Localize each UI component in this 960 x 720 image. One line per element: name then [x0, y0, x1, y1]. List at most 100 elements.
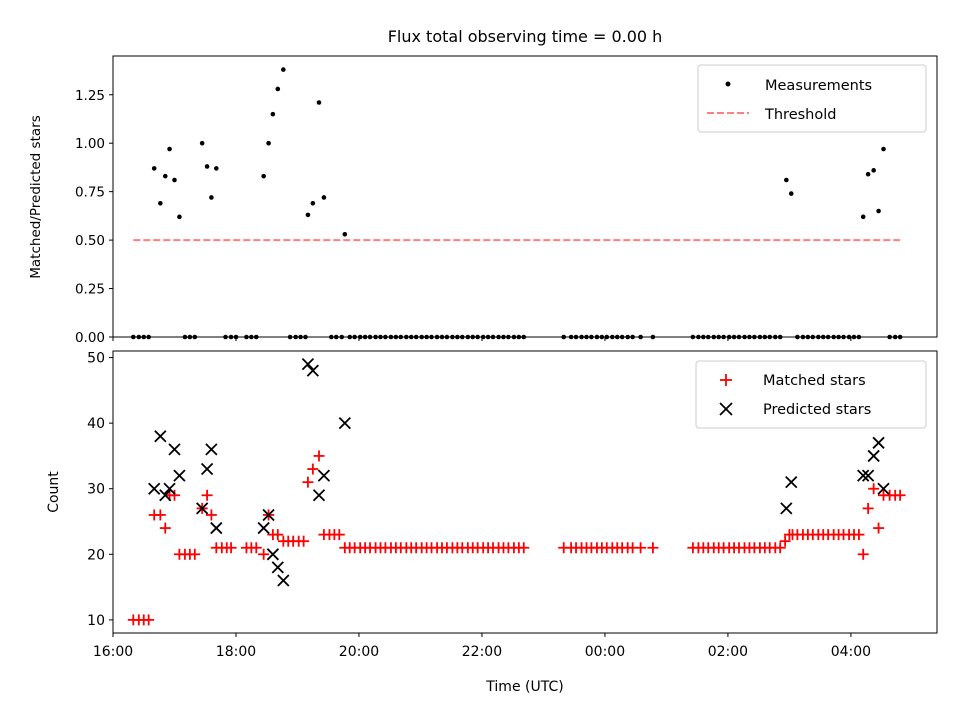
bottom-axes-frame	[112, 350, 938, 634]
matched-star-point	[774, 542, 786, 554]
matched-star-point	[313, 450, 325, 462]
bottom-legend: Matched stars Predicted stars	[695, 360, 927, 429]
legend-measurements-marker	[725, 81, 731, 87]
matched-star-point	[298, 535, 310, 547]
matched-star-point	[857, 548, 869, 560]
matched-star-point	[225, 542, 237, 554]
measurement-point	[214, 166, 219, 171]
matched-star-point	[205, 509, 217, 521]
matched-star-point	[894, 489, 906, 501]
measurement-point	[342, 231, 348, 237]
matched-star-point	[518, 542, 530, 554]
matched-star-point	[159, 522, 171, 534]
predicted-star-point	[780, 502, 793, 515]
measurement-point	[266, 140, 271, 146]
matched-star-point	[647, 542, 659, 554]
predicted-star-point	[312, 489, 326, 502]
measurement-point	[151, 166, 157, 171]
bottom-xtick-label: 18:00	[216, 644, 256, 660]
predicted-star-point	[338, 417, 351, 430]
measurement-point	[876, 208, 881, 214]
matched-star-point	[868, 483, 880, 495]
predicted-star-point	[271, 561, 284, 574]
measurement-point	[871, 168, 876, 173]
bottom-panel: Time (UTC) Count 10 20 30 40 50 16:00 18:00 20…	[46, 350, 938, 695]
top-ytick-label: 0.50	[75, 233, 105, 249]
legend-measurements-label: Measurements	[765, 78, 872, 94]
top-ytick-label: 1.00	[75, 136, 105, 152]
top-legend: Measurements Threshold	[697, 64, 927, 133]
measurement-point	[784, 177, 789, 183]
matched-star-point	[302, 476, 314, 488]
predicted-star-point	[159, 489, 172, 502]
matched-star-point	[201, 489, 213, 501]
top-ylabel: Matched/Predicted stars	[28, 115, 44, 278]
legend-threshold-label: Threshold	[764, 107, 836, 123]
predicted-star-point	[163, 482, 176, 495]
predicted-star-point	[168, 443, 181, 456]
matched-star-point	[272, 529, 284, 541]
measurement-point	[321, 195, 327, 200]
measurement-point	[204, 164, 210, 169]
predicted-star-point	[861, 469, 875, 482]
matched-star-point	[258, 548, 270, 560]
bottom-xtick-label: 20:00	[339, 644, 379, 660]
predicted-star-point	[872, 436, 885, 449]
bottom-xtick-label: 22:00	[462, 644, 502, 660]
measurement-point	[162, 173, 168, 179]
measurement-point	[860, 214, 866, 220]
bottom-ytick-label: 10	[87, 613, 105, 629]
measurement-point	[158, 200, 163, 206]
matched-star-point	[779, 535, 791, 547]
predicted-star-point	[877, 482, 890, 495]
legend-predicted-marker	[719, 402, 733, 416]
predicted-star-point	[277, 574, 290, 587]
measurement-point	[310, 200, 316, 206]
bottom-ytick-label: 20	[87, 547, 105, 563]
matched-star-point	[189, 548, 201, 560]
measurement-point	[316, 100, 322, 105]
matched-star-point	[333, 529, 345, 541]
measurement-point	[172, 177, 177, 183]
top-title: Flux total observing time = 0.00 h	[388, 27, 663, 46]
matched-star-point	[307, 463, 319, 475]
predicted-star-point	[154, 430, 167, 443]
top-ytick-label: 0.75	[75, 185, 105, 201]
measurement-point	[865, 171, 871, 177]
matched-star-point	[873, 522, 885, 534]
legend-predicted-label: Predicted stars	[763, 402, 871, 418]
predicted-star-point	[262, 508, 275, 522]
measurement-point	[167, 146, 172, 152]
matched-star-point	[862, 502, 874, 514]
predicted-star-point	[301, 357, 315, 371]
bottom-xtick-label: 02:00	[708, 644, 748, 660]
bottom-y-ticks: 10 20 30 40 50	[87, 351, 113, 629]
measurement-point	[281, 67, 286, 72]
bottom-xtick-label: 16:00	[93, 644, 133, 660]
matched-star-point	[635, 542, 647, 554]
top-axes-frame	[112, 55, 938, 338]
bottom-legend-box	[695, 360, 927, 429]
top-ytick-label: 1.25	[75, 88, 105, 104]
matched-star-point	[853, 529, 865, 541]
top-panel: Flux total observing time = 0.00 h Match…	[28, 27, 938, 346]
legend-matched-marker	[720, 374, 732, 386]
predicted-star-point	[266, 548, 280, 561]
measurement-point	[209, 195, 214, 200]
bottom-plot-marks	[127, 357, 906, 626]
measurement-point	[199, 140, 205, 146]
legend-matched-label: Matched stars	[763, 373, 866, 389]
predicted-star-point	[257, 521, 270, 535]
bottom-xtick-label: 04:00	[831, 644, 871, 660]
measurement-point	[881, 146, 886, 152]
measurement-point	[275, 86, 281, 92]
top-y-ticks: 0.00 0.25 0.50 0.75 1.00 1.25	[75, 88, 113, 346]
predicted-star-point	[317, 469, 331, 482]
measurement-point	[305, 212, 311, 218]
bottom-ylabel: Count	[46, 471, 62, 513]
predicted-star-point	[200, 462, 214, 476]
bottom-xtick-label: 00:00	[585, 644, 625, 660]
matched-star-point	[250, 542, 262, 554]
predicted-star-point	[306, 364, 319, 377]
